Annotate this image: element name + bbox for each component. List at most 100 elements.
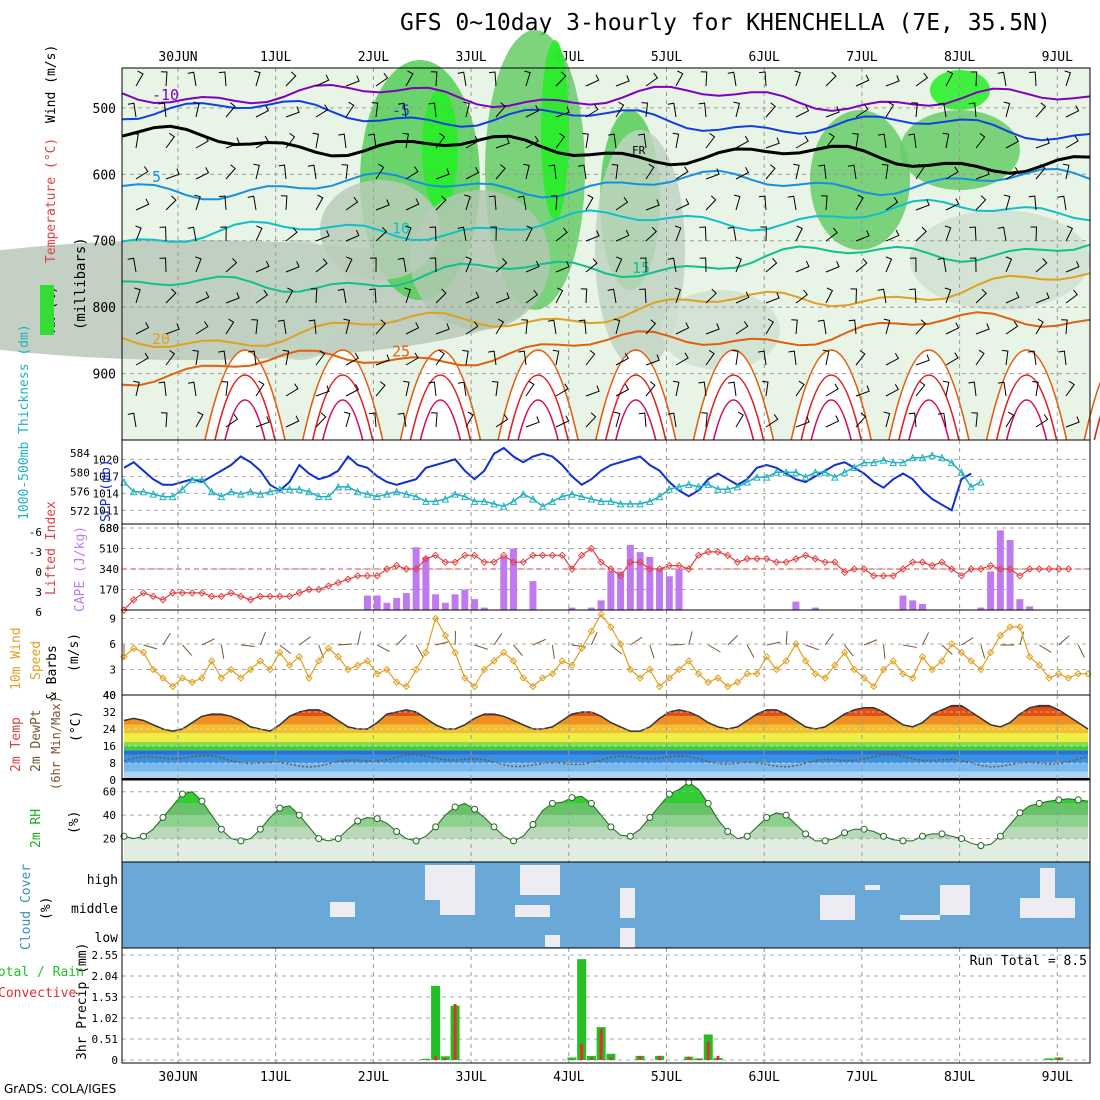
wind-barb [675,322,690,335]
wind-barb [885,197,899,211]
wind-barb [405,70,414,87]
wind-barb [944,225,952,242]
lifted-index-point [616,572,625,580]
wind-barb [195,411,204,428]
cape-bar [899,595,907,610]
wind-speed-point [704,678,712,686]
lifted-index-point [977,565,985,573]
wind-speed-point [168,682,177,691]
wind-barb [675,166,689,180]
isotherm-line [121,311,1091,387]
wind-barb [369,288,377,304]
thickness-point [129,487,138,496]
wind-barb [195,256,202,273]
wind-barb [818,164,827,180]
wind-barb [1065,105,1080,118]
thickness-point [889,458,898,467]
wind-barb [278,164,287,180]
wind-barb [517,195,527,211]
rh-point [315,835,323,843]
temp-band [124,771,1088,780]
ylabel-cloud-units: (%) [39,897,54,920]
wind-barb [701,412,708,428]
wind-barb [343,411,351,428]
cape-bar [607,571,615,610]
cloud-block [515,905,550,917]
rh-point [159,813,167,821]
lifted-index-point [733,558,742,566]
thickness-point [217,492,226,501]
cape-bar [412,547,420,610]
wind-barb [375,163,385,180]
wind-barb [158,381,167,397]
wind-barb [201,638,215,646]
lifted-index-point [217,592,226,601]
slp-line [123,446,972,512]
precip-tick-label: 0 [111,1054,118,1067]
thickness-point [324,492,333,501]
wind-barb [945,166,959,180]
lifted-index-point [772,558,781,566]
rh-band [124,838,1088,862]
wind-barb [863,639,878,646]
wind-barb [1035,164,1046,180]
rh-point [354,817,362,825]
wind-barb [615,75,630,87]
wind-barb [195,167,210,180]
cloud-block [440,885,475,915]
rh-point [938,830,946,838]
rh-point [178,790,186,798]
thickness-point [616,499,625,508]
wind-barb [608,133,617,149]
lifted-index-point [704,548,712,556]
wind-barb [911,102,918,118]
wind-barb [675,198,690,211]
wind-barb [825,261,840,273]
wind-barb [885,101,895,118]
rh-shading [930,70,990,110]
wind-tick-label: 9 [109,613,116,626]
rh-point [685,778,693,786]
wind-barb [922,632,930,646]
cape-bar [909,600,917,610]
wind-speed-point [1074,670,1082,678]
wind-barb [488,350,497,366]
cape-bar [373,595,381,610]
wind-barb [885,256,893,273]
lifted-index-point [753,555,761,563]
cape-bar [646,556,654,610]
thickness-point [266,487,274,496]
wind-speed-point [402,682,411,691]
date-label-top: 2JUL [358,50,389,65]
rh-shading [595,130,685,370]
thickness-point [607,497,615,505]
wind-barb [375,199,390,211]
date-label-top: 3JUL [455,50,486,65]
precip-convective-bar [434,1055,438,1060]
wind-barb [667,412,677,428]
thickness-point [675,482,683,491]
wind-barb [1039,644,1052,653]
wind-speed-point [344,665,352,674]
lifted-index-point [383,565,391,573]
wind-speed-point [918,653,927,661]
wind-barb [165,323,180,335]
rh-point [451,803,459,811]
temp-tick-label: 16 [103,740,116,753]
wind-barb [968,381,977,397]
isotherm-line [121,198,1091,243]
wind-speed-point [558,657,566,665]
isotherm-label: 25 [392,342,410,360]
date-label-bottom: 4JUL [553,1070,584,1085]
rh-point [587,799,595,807]
cloud-tick-label: middle [71,902,118,917]
temp-band [124,754,1088,763]
lifted-index-point [1045,565,1053,573]
wind-barb [765,414,779,428]
wind-barb [997,71,1007,87]
wind-speed-point [529,682,537,691]
wind-barb [405,198,420,211]
cape-bar [626,544,634,610]
lifted-index-point [412,565,420,573]
wind-barb [405,352,419,366]
